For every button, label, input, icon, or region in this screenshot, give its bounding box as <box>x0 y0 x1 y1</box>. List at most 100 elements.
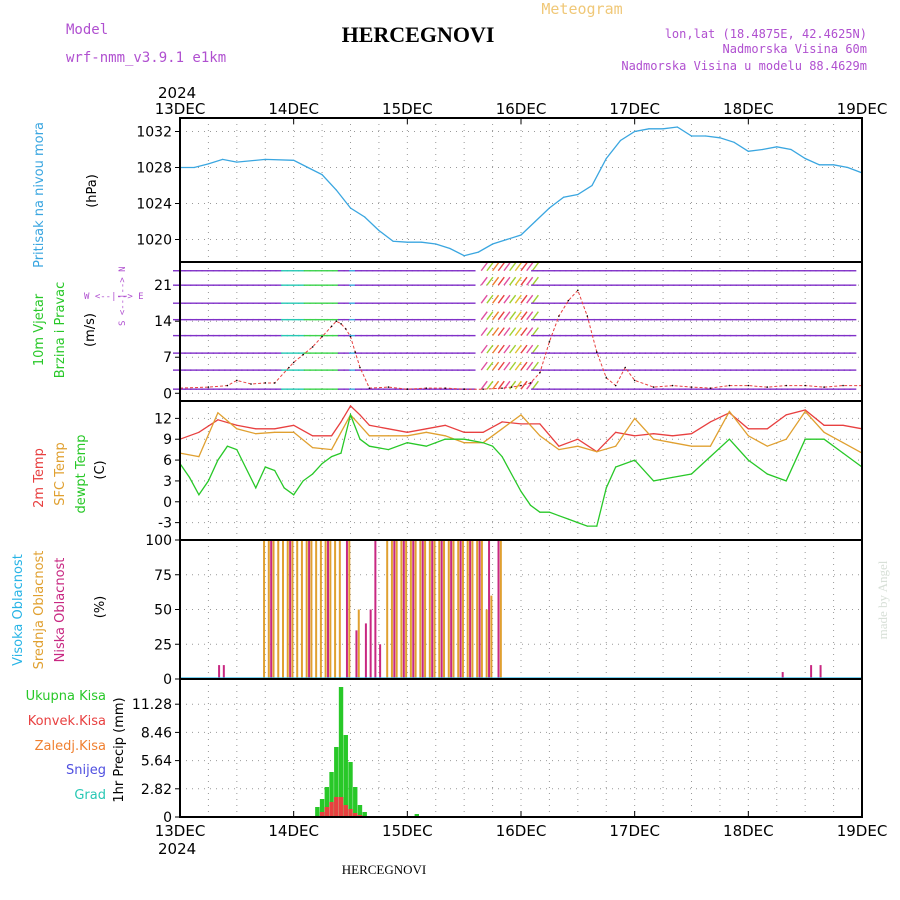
data-point <box>728 410 730 413</box>
data-point <box>321 462 323 465</box>
data-point <box>501 456 503 458</box>
data-point <box>463 388 465 390</box>
data-point <box>264 382 267 384</box>
data-point <box>766 473 768 475</box>
wind-barb <box>492 262 500 272</box>
data-point <box>198 494 200 496</box>
wind-barb <box>492 276 500 286</box>
wind-barb <box>480 294 488 304</box>
panels: 1020 1024 1028 1032 0 7 14 21 -3 0 3 6 9 12 0 25 50 75 100… <box>132 117 863 826</box>
time-tick-label: 16DEC <box>496 100 547 118</box>
wind-barb <box>531 262 539 272</box>
data-point <box>520 384 522 387</box>
data-point <box>804 409 806 411</box>
data-point <box>193 166 195 169</box>
data-point <box>444 424 446 426</box>
data-point <box>577 438 579 440</box>
y-tick-label: 0 <box>163 495 172 511</box>
data-point <box>690 445 693 447</box>
data-point <box>250 383 252 385</box>
wind-barb <box>526 361 534 371</box>
data-point <box>463 255 465 257</box>
data-point <box>312 435 314 437</box>
precip-bar <box>324 787 330 817</box>
wind-barb <box>503 262 511 272</box>
wind-barb <box>531 276 539 286</box>
data-point <box>804 410 806 413</box>
data-point <box>340 452 342 454</box>
data-point <box>747 428 749 430</box>
data-point <box>529 504 532 506</box>
wind-barb <box>509 380 517 390</box>
data-point <box>804 157 806 160</box>
t2m-ylabel: 2m Temp <box>32 448 47 508</box>
high-cloud-ylabel: Visoka Oblacnost <box>11 554 26 666</box>
data-point <box>198 431 200 433</box>
wind-barb <box>514 380 522 390</box>
data-point <box>368 435 371 437</box>
wind-barb <box>514 327 522 337</box>
data-point <box>648 128 650 130</box>
data-point <box>534 220 536 223</box>
year-bottom: 2024 <box>158 840 196 858</box>
data-point <box>548 340 551 343</box>
data-point <box>359 366 361 369</box>
precip-bar <box>315 807 320 817</box>
data-point <box>510 473 513 475</box>
data-point <box>539 371 541 374</box>
precip-bar <box>334 747 339 817</box>
data-point <box>449 247 451 250</box>
time-tick-label: 19DEC <box>837 100 888 118</box>
wind-barb <box>531 361 539 371</box>
data-point <box>501 428 503 430</box>
data-point <box>634 130 636 133</box>
data-point <box>501 421 503 423</box>
precip-bar <box>324 807 330 817</box>
legend-total-precip: Ukupna Kisa <box>26 689 106 704</box>
precip-bar <box>348 762 353 817</box>
data-point <box>842 424 844 426</box>
legend-snow: Snijeg <box>66 763 106 778</box>
data-point <box>634 459 636 461</box>
lonlat-label: lon,lat (18.4875E, 42.4625N) <box>665 27 867 41</box>
panel-clouds: 0 25 50 75 100 <box>145 533 863 688</box>
model-elevation-label: Nadmorska Visina u modelu 88.4629m <box>621 59 867 73</box>
wind-barb <box>480 311 488 321</box>
data-point <box>785 414 787 416</box>
wind-barb <box>486 361 494 371</box>
wind-barb <box>492 311 500 321</box>
y-tick-label: 100 <box>145 533 172 549</box>
data-point <box>634 417 636 419</box>
data-point <box>406 435 408 437</box>
data-point <box>364 216 366 218</box>
data-point <box>392 240 394 242</box>
wind-barb <box>503 311 511 321</box>
data-point <box>823 431 825 433</box>
wind-barb <box>497 276 505 286</box>
data-point <box>614 384 617 387</box>
data-point <box>586 315 589 317</box>
data-point <box>653 433 655 435</box>
data-point <box>615 445 617 447</box>
data-point <box>804 384 806 387</box>
data-point <box>340 322 342 325</box>
data-point <box>761 148 764 151</box>
wind-barb <box>480 327 488 337</box>
data-point <box>236 161 238 163</box>
y-tick-label: 2.82 <box>141 782 172 798</box>
data-point <box>728 384 731 387</box>
precip-bar <box>329 772 334 817</box>
wind-barb <box>480 276 488 286</box>
wind-barb <box>526 294 534 304</box>
y-tick-label: 50 <box>154 603 172 619</box>
wind-barb <box>514 361 522 371</box>
y-tick-label: 0 <box>163 672 172 688</box>
precip-bar <box>357 805 363 817</box>
data-point <box>705 135 707 137</box>
data-point <box>615 431 617 433</box>
wind-barb <box>514 344 522 354</box>
y-tick-label: 9 <box>163 432 172 448</box>
y-tick-label: 14 <box>154 314 172 330</box>
wind-barb <box>480 380 488 390</box>
